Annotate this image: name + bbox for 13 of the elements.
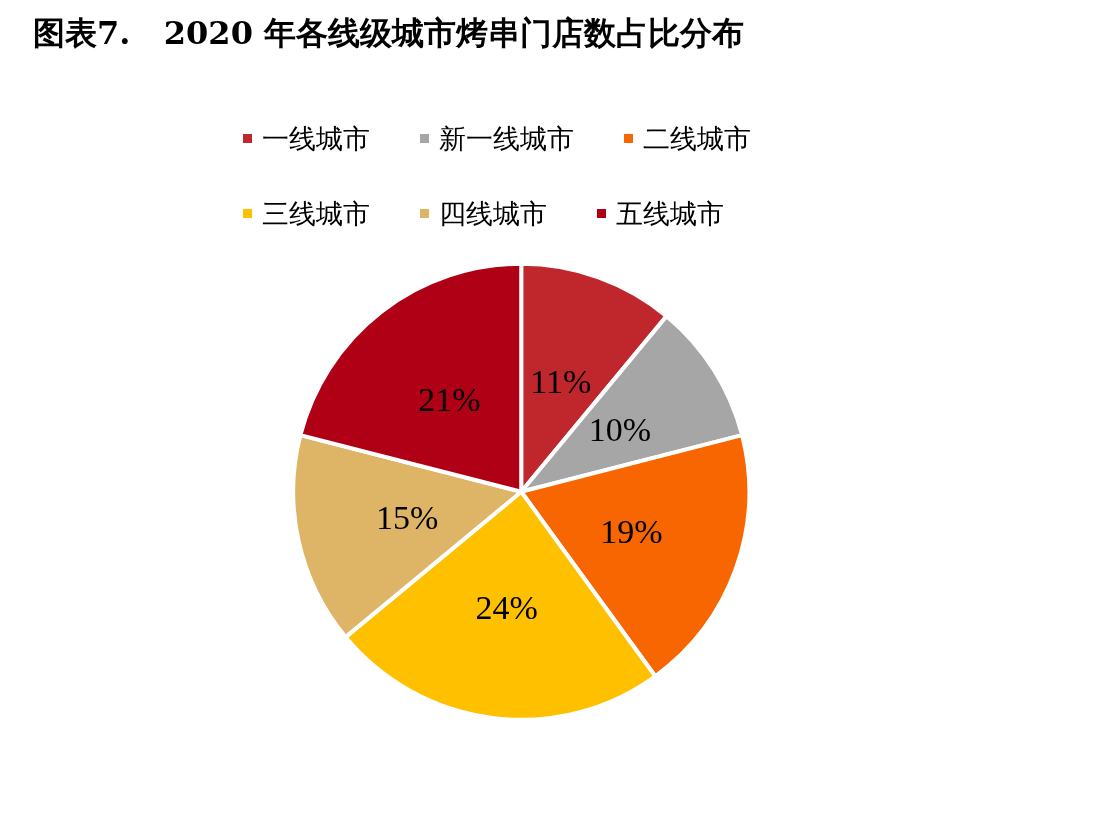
- legend-label: 四线城市: [439, 198, 547, 229]
- chart-title: 图表7. 2020 年各线级城市烤串门店数占比分布: [33, 14, 745, 52]
- data-label: 21%: [418, 380, 481, 418]
- legend-label: 一线城市: [262, 123, 370, 154]
- data-label: 15%: [375, 498, 439, 536]
- data-label: 19%: [600, 512, 663, 550]
- data-label: 24%: [475, 589, 538, 627]
- legend-label: 三线城市: [262, 198, 370, 229]
- data-label: 10%: [588, 410, 652, 448]
- legend-label: 新一线城市: [439, 123, 574, 154]
- data-label: 11%: [530, 363, 592, 401]
- legend-label: 五线城市: [616, 198, 724, 229]
- legend-label: 二线城市: [643, 123, 751, 154]
